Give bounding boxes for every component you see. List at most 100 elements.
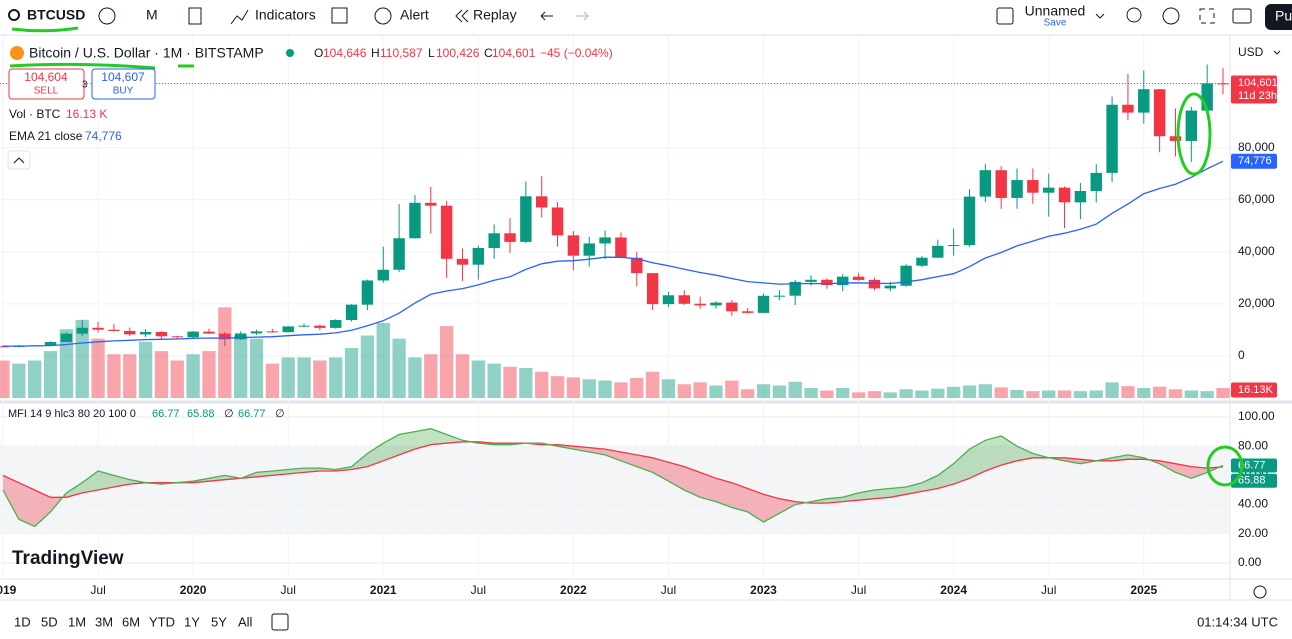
date-range-icon[interactable] [271, 613, 289, 631]
alert[interactable]: Alert [400, 7, 429, 23]
collapse-icon [13, 157, 25, 164]
redo[interactable] [576, 11, 589, 21]
volume-bar [978, 384, 992, 398]
mfi-fill [715, 478, 732, 508]
annotation [9, 62, 194, 70]
y-tick-label: 60,000 [1238, 192, 1275, 206]
range-button[interactable]: 1Y [184, 614, 200, 629]
annotation [1176, 92, 1212, 176]
volume-bar [439, 326, 454, 398]
mfi-tick-label: 100.00 [1238, 409, 1275, 423]
layout-icon[interactable] [331, 7, 348, 24]
candle-body [219, 333, 231, 340]
layout-status: Save [1044, 18, 1067, 29]
candle-body [963, 196, 976, 246]
ohlc-open: 104,646 [323, 46, 367, 60]
volume-bar [138, 341, 153, 398]
range-button[interactable]: 1M [68, 614, 86, 629]
layout-box[interactable] [996, 7, 1014, 25]
volume-bar [249, 338, 264, 398]
y-tick-label: 0 [1238, 348, 1245, 362]
candle-body [92, 327, 104, 330]
mfi-fill [731, 482, 748, 512]
range-button[interactable]: 5Y [211, 614, 227, 629]
candle-body [155, 332, 168, 337]
mfi-fill [589, 447, 606, 455]
volume-bar [836, 388, 850, 398]
layout-name[interactable]: Unnamed [1025, 3, 1086, 19]
volume-bar [867, 391, 882, 398]
indicators[interactable]: Indicators [255, 7, 316, 23]
y-tick-label: 20,000 [1238, 296, 1275, 310]
chart-type-icon[interactable] [188, 7, 202, 25]
volume-tag [1231, 382, 1277, 398]
volume-bar [1010, 389, 1024, 398]
buy-label[interactable]: BUY [113, 86, 134, 97]
currency-dropdown[interactable] [1273, 50, 1281, 55]
volume-bar [1152, 386, 1167, 398]
symbol[interactable]: BTCUSD [27, 7, 85, 23]
search-icon[interactable] [8, 9, 20, 21]
x-tick-label: 2019 [0, 583, 17, 597]
publish-button[interactable] [1265, 4, 1292, 30]
candle-body [361, 280, 374, 305]
volume-bar [408, 357, 422, 398]
volume-bar [281, 357, 295, 398]
candle-body [0, 346, 9, 348]
buy-price[interactable]: 104,607 [101, 70, 145, 84]
spread: 3 [82, 80, 88, 91]
range-button[interactable]: All [238, 614, 253, 629]
axis-settings[interactable] [1253, 585, 1267, 599]
replay[interactable]: Replay [473, 7, 517, 23]
ohlc-low: 100,426 [436, 46, 480, 60]
volume-legend-value: 16.13 K [66, 107, 107, 121]
volume-bar [566, 377, 581, 398]
publish[interactable]: Pu [1275, 8, 1292, 24]
fullscreen-icon[interactable] [1199, 8, 1215, 24]
candle-body [852, 276, 865, 280]
annotation [11, 26, 79, 33]
volume-bar [1057, 390, 1072, 398]
buy-button[interactable] [91, 68, 156, 100]
add-icon[interactable] [98, 7, 116, 25]
candle-body [456, 258, 469, 265]
replay-icon[interactable] [455, 9, 469, 23]
collapse-button[interactable] [7, 150, 31, 170]
sell-price[interactable]: 104,604 [24, 70, 68, 84]
zoom-icon[interactable] [1126, 7, 1142, 23]
mfi-fill [113, 475, 130, 488]
mfi-fill [34, 489, 51, 527]
dropdown[interactable] [1095, 13, 1105, 19]
mfi-fill [82, 470, 99, 493]
range-button[interactable]: 3M [95, 614, 113, 629]
snapshot-icon[interactable] [1232, 8, 1252, 24]
range-button[interactable]: YTD [149, 614, 175, 629]
candle-body [662, 295, 675, 305]
sell-button[interactable] [8, 68, 85, 100]
volume-bar [1105, 382, 1119, 398]
candle-body [710, 302, 722, 306]
range-button[interactable]: 6M [122, 614, 140, 629]
x-tick-label: Jul [90, 583, 105, 597]
alert-icon[interactable] [374, 7, 392, 25]
volume-bar [1026, 391, 1040, 398]
sell-label[interactable]: SELL [34, 86, 59, 97]
settings-icon[interactable] [1162, 7, 1180, 25]
range-button[interactable]: 1D [14, 614, 31, 629]
candle-body [583, 243, 595, 256]
indicators-icon[interactable] [230, 9, 249, 25]
mfi-fill [383, 434, 400, 461]
mfi-tick-label: 40.00 [1238, 497, 1268, 511]
candle-body [726, 302, 738, 312]
currency[interactable]: USD [1238, 45, 1264, 59]
volume-bar [218, 307, 232, 398]
status-dot [286, 49, 294, 57]
range-button[interactable]: 5D [41, 614, 58, 629]
mfi-fill [414, 428, 431, 450]
undo[interactable] [540, 11, 553, 21]
candle-body [298, 325, 310, 327]
interval[interactable]: M [146, 7, 158, 23]
mfi-line [2, 428, 1224, 528]
candle-body [837, 276, 849, 286]
